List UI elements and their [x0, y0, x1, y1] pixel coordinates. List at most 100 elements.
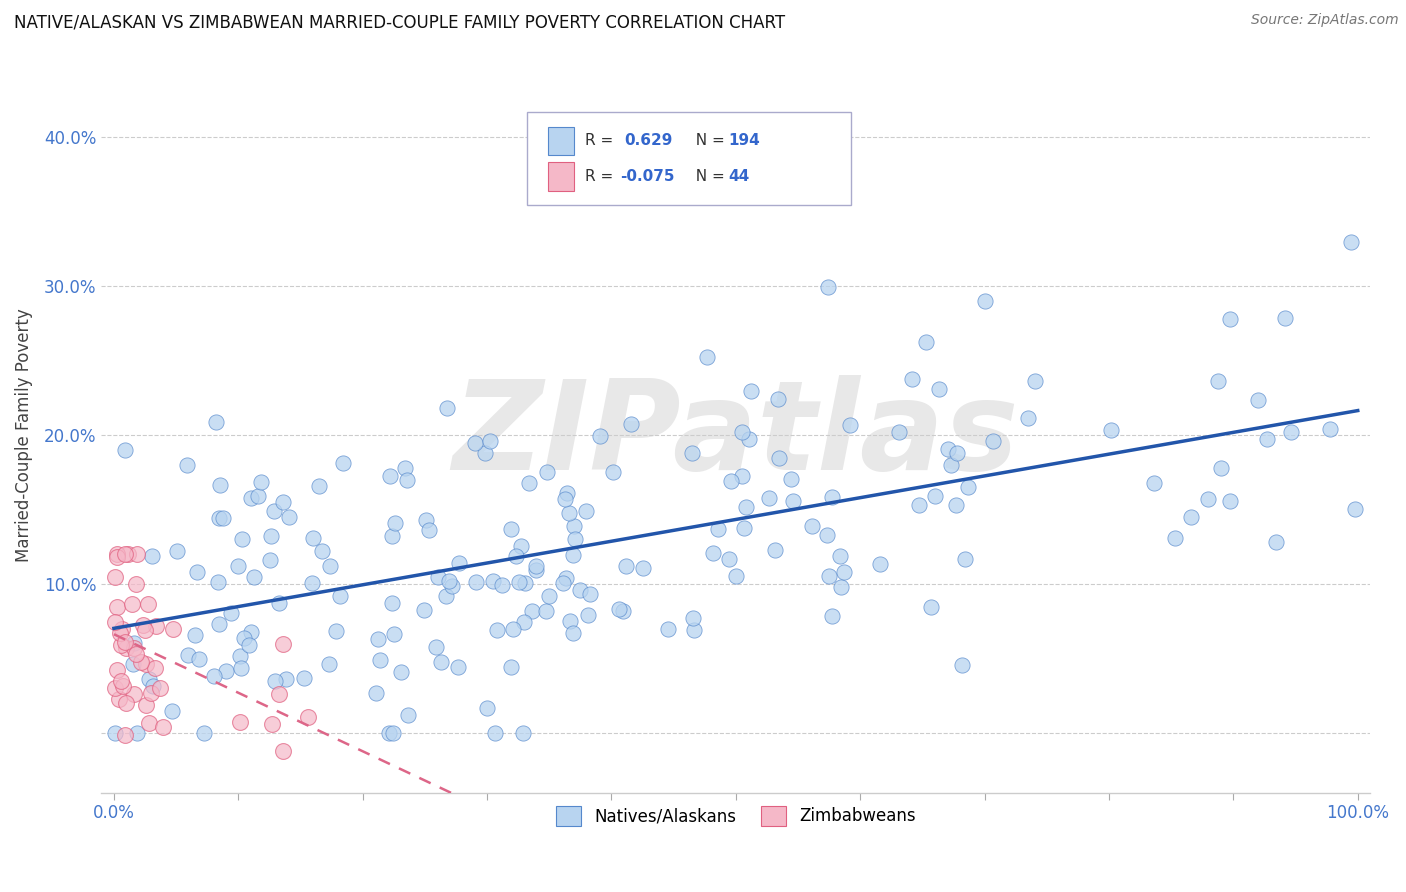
Point: [1246, 393, 1268, 408]
Text: N =: N =: [686, 134, 730, 148]
Point: [318, 657, 340, 671]
Point: [569, 583, 592, 598]
Point: [260, 717, 283, 731]
Point: [105, 599, 128, 614]
Y-axis label: Married-Couple Family Poverty: Married-Couple Family Poverty: [15, 308, 32, 562]
Point: [364, 686, 387, 700]
Point: [832, 566, 855, 580]
Point: [231, 660, 253, 674]
Point: [534, 603, 557, 617]
Point: [901, 372, 924, 386]
Point: [114, 442, 136, 457]
Point: [228, 558, 250, 573]
Point: [957, 480, 980, 494]
Point: [415, 512, 437, 526]
Point: [183, 628, 205, 642]
Point: [607, 602, 630, 616]
Point: [551, 575, 574, 590]
Point: [740, 384, 762, 398]
Point: [263, 674, 285, 689]
Point: [1340, 235, 1362, 250]
Point: [800, 519, 823, 533]
Point: [301, 575, 323, 590]
Point: [766, 392, 789, 407]
Text: 0.629: 0.629: [624, 134, 672, 148]
Point: [367, 632, 389, 646]
Point: [733, 521, 755, 535]
Point: [768, 450, 790, 465]
Point: [920, 599, 942, 614]
Point: [465, 574, 488, 589]
Point: [104, 570, 127, 584]
Point: [104, 615, 127, 629]
Point: [142, 679, 165, 693]
Point: [1180, 510, 1202, 524]
Point: [277, 510, 299, 524]
Legend: Natives/Alaskans, Zimbabweans: Natives/Alaskans, Zimbabweans: [547, 797, 924, 834]
Point: [177, 648, 200, 663]
Point: [1017, 410, 1039, 425]
Point: [1099, 423, 1122, 437]
Point: [657, 622, 679, 636]
Point: [491, 578, 513, 592]
Point: [202, 669, 225, 683]
Point: [308, 479, 330, 493]
Point: [297, 710, 319, 724]
Point: [302, 531, 325, 545]
Point: [576, 608, 599, 623]
Text: ZIPatlas: ZIPatlas: [453, 375, 1019, 496]
Point: [696, 350, 718, 364]
Point: [478, 434, 501, 448]
Point: [141, 686, 163, 700]
Point: [1319, 422, 1341, 436]
Point: [246, 489, 269, 503]
Point: [114, 696, 136, 710]
Point: [554, 571, 576, 585]
Point: [522, 604, 544, 618]
Point: [482, 574, 505, 589]
Point: [561, 548, 583, 562]
Point: [368, 653, 391, 667]
Point: [394, 461, 416, 475]
Point: [464, 436, 486, 450]
Point: [839, 417, 862, 432]
Point: [869, 557, 891, 571]
Point: [558, 614, 581, 628]
Point: [117, 547, 139, 561]
Point: [915, 334, 938, 349]
Point: [274, 672, 297, 686]
Point: [702, 545, 724, 559]
Point: [738, 432, 761, 446]
Point: [114, 547, 136, 561]
Point: [1264, 535, 1286, 549]
Point: [631, 561, 654, 575]
Point: [939, 458, 962, 473]
Point: [430, 655, 453, 669]
Point: [250, 475, 273, 490]
Point: [105, 664, 128, 678]
Point: [818, 569, 841, 583]
Point: [381, 596, 404, 610]
Point: [561, 626, 583, 640]
Point: [412, 603, 434, 617]
Point: [127, 547, 149, 561]
Point: [950, 657, 973, 672]
Point: [537, 589, 560, 603]
Point: [524, 563, 547, 577]
Point: [239, 625, 262, 640]
Point: [382, 726, 405, 740]
Point: [815, 527, 838, 541]
Point: [484, 726, 506, 740]
Point: [1219, 493, 1241, 508]
Point: [1274, 311, 1296, 326]
Point: [953, 551, 976, 566]
Point: [396, 473, 419, 487]
Point: [1024, 374, 1046, 388]
Point: [121, 657, 143, 671]
Point: [555, 485, 578, 500]
Point: [437, 574, 460, 588]
Point: [575, 504, 598, 518]
Point: [292, 671, 315, 685]
Point: [828, 549, 851, 563]
Point: [114, 728, 136, 742]
